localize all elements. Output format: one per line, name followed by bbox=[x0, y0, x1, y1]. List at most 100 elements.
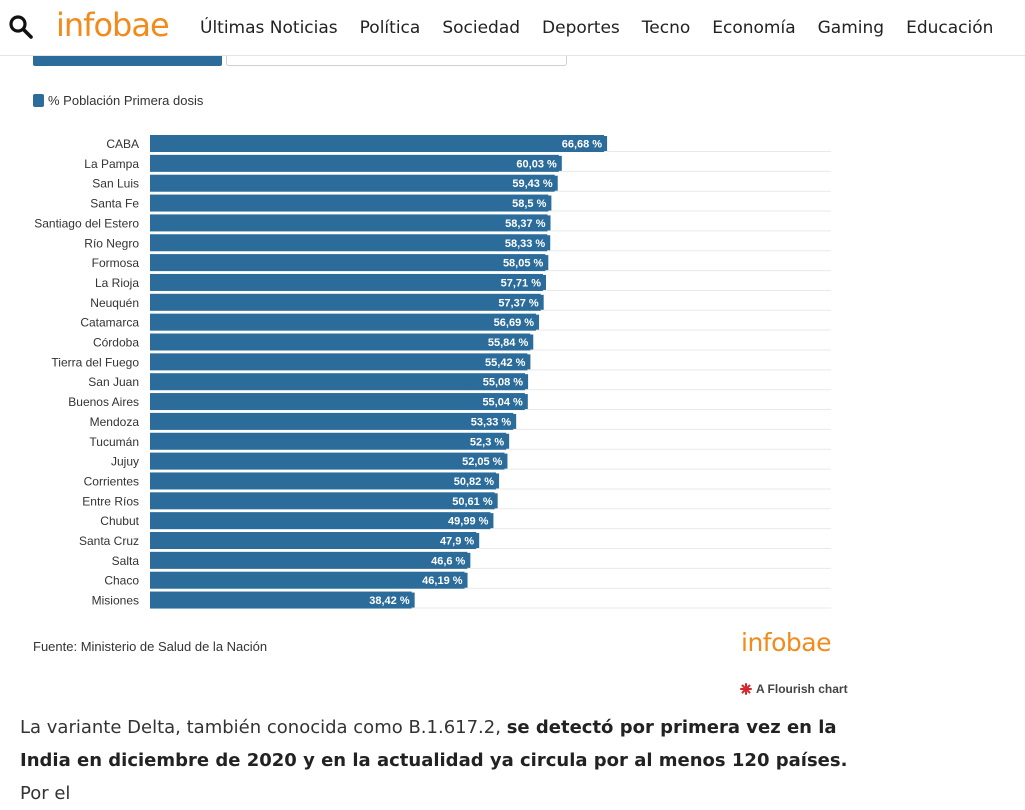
category-label: Entre Ríos bbox=[82, 494, 139, 508]
bar bbox=[150, 214, 548, 232]
article-text: La variante Delta, también conocida como… bbox=[20, 717, 507, 738]
category-label: CABA bbox=[106, 137, 139, 151]
category-label: Corrientes bbox=[84, 474, 139, 488]
category-label: Salta bbox=[112, 554, 140, 568]
value-label-bg bbox=[495, 274, 547, 290]
article-paragraph: La variante Delta, también conocida como… bbox=[20, 711, 880, 810]
category-label: Córdoba bbox=[93, 336, 139, 350]
value-label: 55,04 % bbox=[482, 397, 523, 409]
value-label: 52,3 % bbox=[470, 436, 504, 448]
chart-brand-logo: infobae bbox=[741, 628, 831, 657]
value-label: 50,82 % bbox=[454, 476, 495, 488]
value-label-bg bbox=[507, 175, 558, 191]
bar bbox=[150, 512, 491, 530]
category-label: Formosa bbox=[92, 256, 140, 270]
article-text-tail: Por el bbox=[20, 783, 71, 804]
category-label: La Rioja bbox=[95, 276, 139, 290]
bar bbox=[150, 333, 531, 351]
category-label: Chaco bbox=[104, 574, 139, 588]
value-label: 38,42 % bbox=[369, 595, 410, 607]
category-label: Santiago del Estero bbox=[34, 216, 139, 230]
value-label-bg bbox=[465, 433, 510, 449]
value-label: 55,84 % bbox=[488, 337, 529, 349]
bar bbox=[150, 194, 549, 212]
category-label: San Juan bbox=[88, 375, 139, 389]
bar bbox=[150, 412, 514, 430]
category-label: Catamarca bbox=[80, 316, 139, 330]
flourish-link[interactable]: A Flourish chart bbox=[740, 682, 848, 696]
value-label: 57,37 % bbox=[498, 297, 539, 309]
value-label-bg bbox=[498, 255, 549, 271]
main-nav: Últimas Noticias Política Sociedad Depor… bbox=[200, 0, 1015, 55]
value-label-bg bbox=[448, 473, 500, 489]
site-header: infobae Últimas Noticias Política Socied… bbox=[0, 0, 1025, 56]
nav-item-economia[interactable]: Economía bbox=[712, 17, 796, 38]
bar bbox=[150, 551, 468, 569]
bar bbox=[150, 393, 525, 411]
value-label-bg bbox=[500, 235, 551, 251]
value-label-bg bbox=[500, 215, 551, 231]
bar bbox=[150, 273, 544, 291]
bar bbox=[150, 472, 497, 490]
value-label-bg bbox=[417, 572, 468, 588]
chart-source: Fuente: Ministerio de Salud de la Nación bbox=[33, 639, 268, 654]
search-icon[interactable] bbox=[8, 14, 34, 40]
value-label: 58,5 % bbox=[512, 198, 546, 210]
value-label-bg bbox=[466, 413, 517, 429]
category-label: La Pampa bbox=[84, 157, 139, 171]
value-label: 52,05 % bbox=[462, 456, 503, 468]
bar bbox=[150, 373, 526, 391]
value-label-bg bbox=[477, 374, 529, 390]
value-label: 47,9 % bbox=[440, 536, 474, 548]
article-highlight: se detectó por primera vez en la India e… bbox=[20, 717, 848, 771]
bar bbox=[150, 492, 495, 510]
value-label-bg bbox=[477, 394, 528, 410]
category-label: Buenos Aires bbox=[68, 395, 139, 409]
value-label: 50,61 % bbox=[452, 496, 493, 508]
site-logo[interactable]: infobae bbox=[56, 6, 170, 44]
value-label: 58,37 % bbox=[505, 218, 546, 230]
category-label: Tucumán bbox=[89, 435, 139, 449]
value-label: 55,42 % bbox=[485, 357, 526, 369]
nav-item-tecno[interactable]: Tecno bbox=[641, 17, 691, 38]
value-label: 58,05 % bbox=[503, 258, 544, 270]
bar bbox=[150, 532, 477, 549]
nav-item-educacion[interactable]: Educación bbox=[906, 17, 994, 38]
value-label: 59,43 % bbox=[512, 178, 553, 190]
value-label-bg bbox=[493, 294, 544, 310]
legend-label: % Población Primera dosis bbox=[48, 93, 204, 108]
value-label: 46,19 % bbox=[422, 575, 463, 587]
value-label: 60,03 % bbox=[516, 158, 557, 170]
value-label: 53,33 % bbox=[471, 416, 512, 428]
bar bbox=[150, 571, 465, 589]
value-label-bg bbox=[443, 513, 494, 529]
nav-item-sociedad[interactable]: Sociedad bbox=[442, 17, 521, 38]
bar bbox=[150, 154, 559, 172]
bar bbox=[150, 353, 528, 371]
nav-item-politica[interactable]: Política bbox=[359, 17, 421, 38]
nav-item-ultimas-noticias[interactable]: Últimas Noticias bbox=[200, 17, 338, 38]
value-label: 46,6 % bbox=[431, 555, 465, 567]
bar bbox=[150, 254, 546, 272]
value-label: 66,68 % bbox=[562, 139, 603, 151]
category-label: Santa Fe bbox=[90, 197, 139, 211]
value-label: 55,08 % bbox=[483, 377, 524, 389]
category-label: San Luis bbox=[92, 177, 139, 191]
value-label-bg bbox=[556, 136, 608, 151]
value-label-bg bbox=[480, 354, 531, 370]
value-label-bg bbox=[457, 453, 508, 469]
value-label: 58,33 % bbox=[505, 238, 546, 250]
bar bbox=[150, 313, 537, 331]
bar bbox=[150, 432, 507, 450]
bar bbox=[150, 452, 505, 470]
category-label: Tierra del Fuego bbox=[51, 355, 139, 369]
category-label: Santa Cruz bbox=[79, 534, 139, 548]
category-label: Chubut bbox=[100, 514, 139, 528]
bar bbox=[150, 234, 548, 252]
value-label-bg bbox=[435, 533, 480, 548]
category-label: Neuquén bbox=[90, 296, 139, 310]
nav-item-deportes[interactable]: Deportes bbox=[542, 17, 620, 38]
nav-item-gaming[interactable]: Gaming bbox=[817, 17, 885, 38]
category-label: Río Negro bbox=[84, 236, 139, 250]
bar bbox=[150, 174, 555, 192]
